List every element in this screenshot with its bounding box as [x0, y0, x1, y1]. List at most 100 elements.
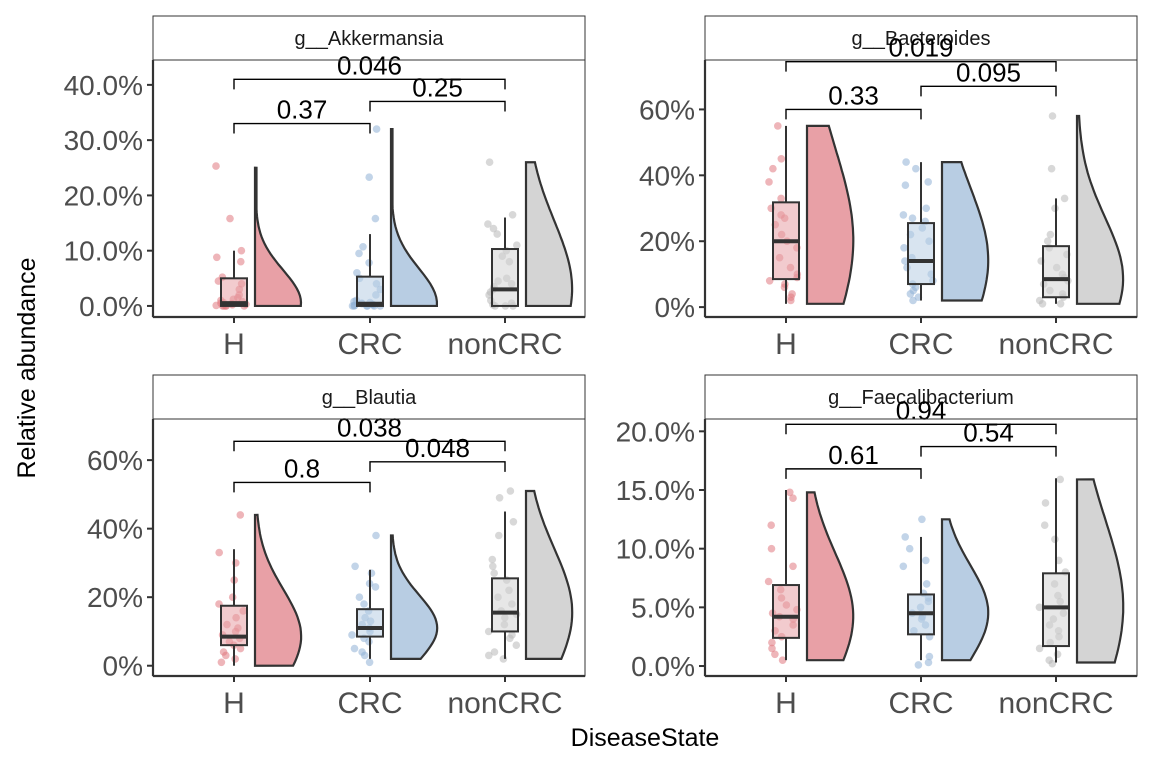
- data-point: [367, 569, 376, 577]
- p-value-label: 0.095: [956, 57, 1021, 87]
- data-point: [768, 638, 776, 647]
- data-point: [922, 556, 930, 565]
- data-point: [355, 249, 363, 258]
- data-point: [355, 593, 364, 601]
- data-point: [787, 296, 795, 305]
- significance-bracket: [920, 85, 1057, 97]
- y-tick-label: 20.0%: [616, 416, 695, 447]
- p-value-label: 0.25: [412, 72, 463, 102]
- box-nonCRC: [1042, 572, 1070, 648]
- data-point: [360, 600, 368, 608]
- data-point: [488, 555, 497, 564]
- y-tick-label: 10.0%: [64, 236, 143, 267]
- data-point: [351, 562, 359, 571]
- box-nonCRC: [1042, 245, 1070, 299]
- x-tick-label: H: [775, 687, 797, 720]
- x-axis-title: DiseaseState: [571, 724, 720, 752]
- violin-nonCRC: [1075, 478, 1125, 664]
- significance-bracket: [369, 100, 506, 112]
- x-tick-label: nonCRC: [447, 687, 562, 720]
- data-point: [912, 164, 920, 173]
- data-point: [217, 658, 226, 667]
- data-point: [350, 644, 359, 653]
- data-point: [213, 253, 221, 262]
- data-point: [485, 651, 493, 660]
- y-tick-label: 0%: [103, 651, 143, 682]
- box-nonCRC: [491, 577, 519, 633]
- data-point: [765, 277, 774, 285]
- p-value-label: 0.94: [896, 395, 947, 425]
- data-point: [786, 488, 794, 497]
- significance-bracket: [785, 423, 1057, 435]
- data-point: [508, 211, 517, 219]
- y-tick-label: 0.0%: [79, 291, 143, 322]
- facet-strip: [704, 15, 1138, 61]
- facet-strip-label: g__Akkermansia: [295, 28, 445, 50]
- data-point: [906, 290, 915, 298]
- panel-4: g__Faecalibacterium 0.61 0.54 0.94 H CRC nonCR…: [616, 374, 1138, 720]
- data-point: [767, 544, 776, 553]
- violin-nonCRC: [524, 489, 574, 661]
- data-point: [909, 296, 917, 305]
- data-point: [365, 658, 374, 667]
- data-point: [922, 580, 931, 588]
- data-point: [495, 531, 503, 540]
- x-tick-label: nonCRC: [998, 328, 1113, 361]
- facet-strip: [152, 374, 586, 420]
- y-tick-label: 5.0%: [631, 592, 695, 623]
- p-value-label: 0.33: [828, 80, 879, 110]
- data-point: [767, 521, 775, 529]
- violin-CRC: [389, 127, 438, 308]
- data-point: [489, 224, 498, 233]
- data-point: [789, 562, 797, 571]
- y-tick-label: 60%: [639, 94, 695, 125]
- box-nonCRC: [491, 248, 519, 307]
- data-point: [371, 214, 380, 223]
- data-point: [1038, 300, 1047, 308]
- data-point: [765, 178, 773, 186]
- violin-CRC: [940, 160, 990, 302]
- data-point: [925, 652, 934, 661]
- data-point: [914, 661, 923, 669]
- significance-bracket: [785, 108, 922, 120]
- violin-nonCRC: [524, 161, 574, 308]
- box-H: [220, 604, 248, 647]
- violin-H: [253, 513, 303, 667]
- y-tick-label: 15.0%: [616, 475, 695, 506]
- data-point: [1053, 650, 1062, 659]
- x-tick-label: H: [223, 687, 245, 720]
- data-point: [360, 651, 369, 660]
- data-point: [771, 650, 779, 659]
- data-point: [512, 641, 521, 649]
- y-tick-label: 10.0%: [616, 534, 695, 565]
- facet-strip-label: g__Faecalibacterium: [828, 387, 1014, 409]
- data-point: [1051, 535, 1059, 544]
- data-point: [900, 244, 908, 252]
- p-value-label: 0.37: [277, 95, 328, 125]
- data-point: [768, 644, 776, 653]
- data-point: [490, 569, 499, 577]
- data-point: [1035, 644, 1044, 653]
- violin-H: [805, 491, 855, 662]
- violin-H: [805, 124, 855, 305]
- violin-CRC: [389, 534, 439, 661]
- p-value-label: 0.8: [284, 453, 320, 483]
- data-point: [764, 577, 773, 586]
- data-point: [484, 220, 492, 228]
- box-H: [772, 584, 800, 639]
- data-point: [348, 631, 356, 639]
- significance-bracket: [233, 78, 506, 90]
- data-point: [774, 122, 782, 130]
- data-point: [1035, 603, 1044, 612]
- data-point: [493, 230, 502, 238]
- y-tick-label: 60%: [87, 445, 143, 476]
- data-point: [1046, 230, 1055, 239]
- data-point: [780, 283, 789, 292]
- significance-bracket: [233, 440, 506, 452]
- data-point: [509, 518, 518, 526]
- facet-strip-label: g__Bacteroides: [852, 28, 991, 50]
- data-point: [1041, 499, 1050, 507]
